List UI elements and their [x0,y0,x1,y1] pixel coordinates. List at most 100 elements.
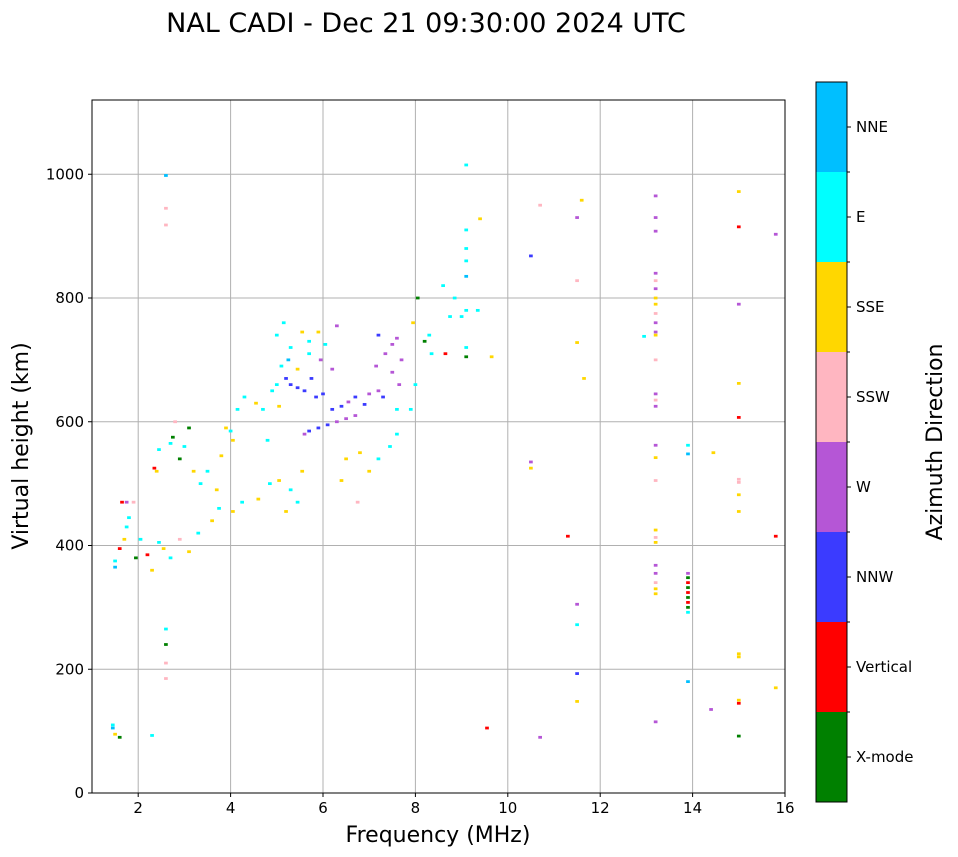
data-point-e [268,482,272,486]
data-point-e [388,445,392,448]
colorbar-segment [816,712,847,802]
data-point-e [164,627,168,631]
data-point-vertical [736,416,741,419]
colorbar-segment [816,442,847,532]
data-point-nne [286,358,291,362]
data-point-nnw [362,403,367,406]
data-point-w [390,343,395,346]
colorbar: X-mode Vertical NNW W SSW SSE E NNE [815,81,913,803]
data-point-e [288,346,293,349]
data-point-sse [736,652,741,656]
data-point-sse [579,198,584,202]
colorbar-category-label: X-mode [856,748,913,766]
data-point-sse [653,587,658,591]
data-point-nne [464,274,469,278]
data-point-sse [284,510,288,513]
data-point-ssw [355,500,360,504]
data-point-e [475,308,480,312]
data-point-e [575,623,579,627]
data-point-nnw [529,254,533,258]
data-point-ssw [653,581,658,585]
data-point-w [653,571,658,575]
data-point-nnw [288,383,293,387]
data-point-e [265,438,270,442]
data-point-sse [653,302,658,306]
data-point-x-mode [164,643,168,646]
data-point-w [653,404,658,408]
data-point-nne [113,565,117,569]
data-point-sse [300,330,305,334]
plot-area: 2 4 6 8 10 12 14 16 0 200 400 600 800 1000 [46,99,795,817]
data-point-sse [575,700,579,703]
data-point-w [390,370,395,374]
data-point-x-mode [736,734,741,738]
data-point-e [198,482,203,486]
data-point-nnw [575,672,579,675]
x-tick-label: 6 [318,799,328,817]
data-point-e [686,610,690,614]
data-point-w [538,735,542,739]
data-point-e [376,457,381,461]
data-point-e [124,525,129,529]
data-point-ssw [736,477,741,481]
data-point-sse [224,426,228,430]
x-tick-label: 16 [775,799,794,817]
data-point-e [157,448,161,451]
data-point-e [427,333,432,337]
data-point-w [335,324,339,328]
data-point-w [653,229,658,233]
data-point-x-mode [415,296,420,300]
data-point-sse [191,469,196,473]
y-tick-label: 1000 [46,165,84,183]
data-point-e [157,541,161,544]
colorbar-category-label: NNW [856,568,893,586]
data-point-e [110,723,115,727]
data-point-vertical [485,726,489,730]
data-point-e [288,488,293,492]
data-point-nnw [295,386,300,390]
data-point-ssw [538,203,542,207]
data-point-w [302,432,307,436]
data-point-e [168,442,173,445]
plot-background [92,100,785,793]
data-point-nnw [339,404,344,408]
grid-lines [92,100,785,793]
data-point-w [124,500,129,504]
data-point-nnw [330,407,335,411]
data-point-e [307,339,311,343]
data-point-e [228,429,233,433]
x-tick-label: 8 [411,799,421,817]
data-point-e [281,321,286,325]
data-point-e [240,500,244,504]
chart-title: NAL CADI - Dec 21 09:30:00 2024 UTC [166,8,686,39]
data-point-e [448,315,452,318]
x-tick-label: 2 [133,799,143,817]
x-tick-label: 4 [226,799,236,817]
data-point-w [344,417,348,421]
data-point-w [353,414,358,417]
colorbar-frame [815,81,848,803]
data-point-e [295,500,300,504]
data-point-x-mode [177,457,182,461]
data-point-sse [711,451,716,455]
data-point-e [182,445,187,448]
y-axis-label: Virtual height (km) [9,342,34,549]
data-point-sse [773,686,778,690]
x-axis-ticks: 2 4 6 8 10 12 14 16 [133,793,795,817]
data-point-w [395,336,399,340]
data-point-w [653,216,658,219]
colorbar-category-label: NNE [856,118,888,136]
data-point-w [653,287,658,291]
data-point-w [383,352,388,356]
data-point-vertical [117,547,122,550]
colorbar-segment [816,172,847,262]
data-point-ssw [164,677,168,680]
data-point-e [464,259,469,263]
data-point-sse [210,519,214,523]
data-point-w [653,720,658,724]
data-point-e [261,407,265,411]
data-point-vertical [773,534,778,538]
data-point-vertical [736,701,741,705]
data-point-e [242,395,247,399]
data-point-x-mode [686,576,690,580]
